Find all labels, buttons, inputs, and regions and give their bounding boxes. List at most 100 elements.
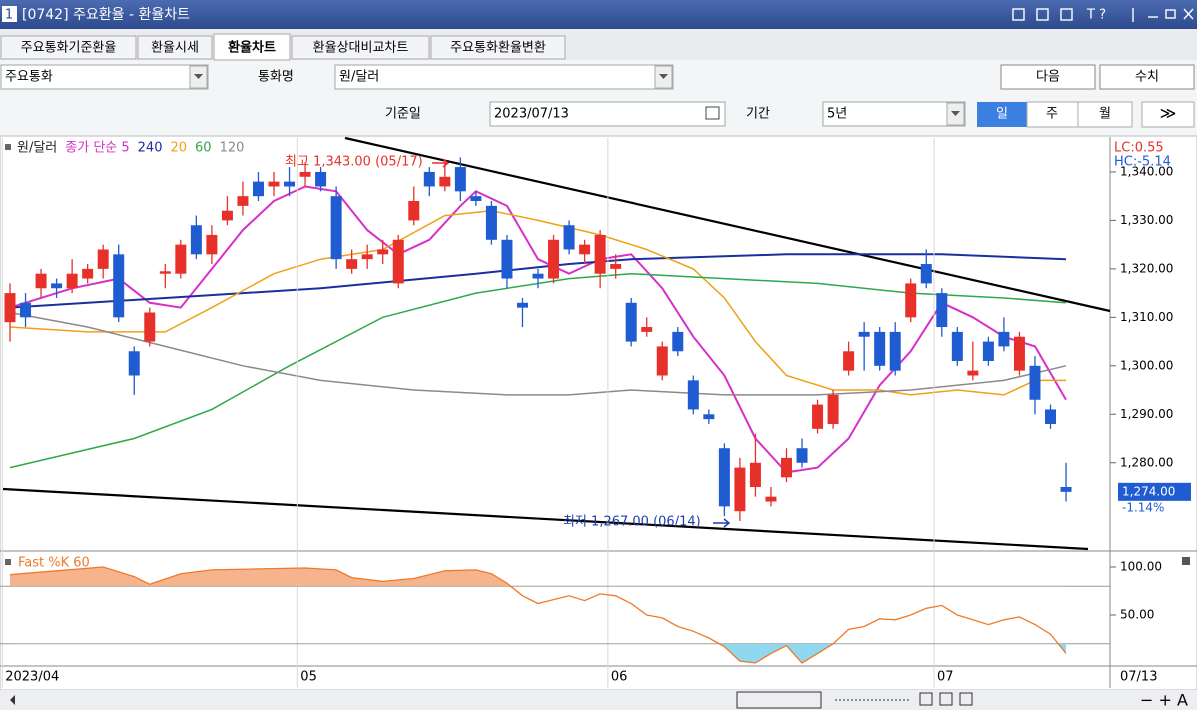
y-tick-label: 1,290.00 xyxy=(1120,407,1173,421)
candle-body xyxy=(563,225,575,250)
candle-body xyxy=(625,302,637,342)
candle-body xyxy=(718,448,730,507)
candle-body xyxy=(315,171,327,187)
price-plot xyxy=(4,157,1072,521)
candle-body xyxy=(796,448,808,463)
moving-average xyxy=(9,209,1066,396)
candle-body xyxy=(128,351,140,376)
period-select[interactable] xyxy=(822,101,966,127)
tab[interactable] xyxy=(213,33,291,61)
y-tick-label: 1,330.00 xyxy=(1120,213,1173,227)
moving-average xyxy=(9,253,1067,309)
tab-label: 주요통화환율변환 xyxy=(450,41,546,56)
y-tick-label: 1,340.00 xyxy=(1120,164,1173,178)
indicator-name: Fast %K 60 xyxy=(18,556,90,571)
numeric-button[interactable] xyxy=(1099,64,1195,90)
candle-body xyxy=(66,273,78,289)
candle-body xyxy=(159,271,171,274)
tab[interactable] xyxy=(430,35,566,60)
date-value: 2023/07/13 xyxy=(494,107,569,122)
candle-body xyxy=(175,244,187,274)
candle-body xyxy=(4,293,16,323)
candle-body xyxy=(361,254,373,260)
candle-body xyxy=(1045,409,1057,424)
tab[interactable] xyxy=(137,35,213,60)
month-button-label: 월 xyxy=(1099,107,1111,122)
period-value: 5년 xyxy=(827,107,847,122)
candle-body xyxy=(889,331,901,371)
group-select[interactable] xyxy=(0,64,209,90)
candle-body xyxy=(470,196,482,202)
candle-body xyxy=(905,283,917,318)
group-select-value: 주요통화 xyxy=(5,70,53,85)
trendline xyxy=(2,487,1089,551)
candle-body xyxy=(408,201,420,221)
scroll-left[interactable] xyxy=(10,695,15,705)
overbought-area xyxy=(10,567,1067,587)
period-label: 기간 xyxy=(746,107,770,122)
tab-label: 환율차트 xyxy=(228,40,276,56)
candle-body xyxy=(951,331,963,361)
candle-body xyxy=(858,331,870,337)
next-button[interactable] xyxy=(1000,64,1096,90)
candle-body xyxy=(299,171,311,177)
next-button-label: 다음 xyxy=(1036,70,1060,85)
y-tick-label: 100.00 xyxy=(1120,560,1162,574)
candle-body xyxy=(144,312,156,342)
candle-body xyxy=(82,268,94,279)
candle-body xyxy=(827,394,839,424)
candle-body xyxy=(734,467,746,512)
candle-body xyxy=(252,181,264,197)
date-input[interactable] xyxy=(489,101,726,127)
week-button[interactable] xyxy=(1026,101,1079,128)
candle-body xyxy=(439,176,451,187)
candle-body xyxy=(1029,365,1041,400)
day-button[interactable] xyxy=(977,102,1027,127)
indicator-line xyxy=(9,566,1067,664)
y-tick-label: 50.00 xyxy=(1120,608,1154,622)
chart-tools[interactable] xyxy=(736,691,973,709)
candle-body xyxy=(190,225,202,255)
candle-body xyxy=(548,239,560,279)
calendar-icon[interactable] xyxy=(705,106,720,120)
week-button-label: 주 xyxy=(1046,107,1058,122)
current-price: 1,274.00 xyxy=(1122,484,1175,498)
currency-label: 통화명 xyxy=(258,70,294,85)
window-buttons[interactable] xyxy=(1012,8,1194,22)
candle-body xyxy=(532,273,544,279)
oversold-area xyxy=(10,643,1067,663)
candle-body xyxy=(672,331,684,352)
candle-body xyxy=(656,346,668,376)
candle-body xyxy=(874,331,886,366)
month-button[interactable] xyxy=(1077,101,1133,128)
candle-body xyxy=(423,171,435,187)
candle-body xyxy=(221,210,233,221)
low-note: 최저 1,267.00 (06/14) xyxy=(563,515,701,530)
candle-body xyxy=(594,234,606,274)
currency-select[interactable] xyxy=(334,64,674,90)
candle-body xyxy=(920,264,932,284)
lc-label: LC:0.55 xyxy=(1114,141,1164,156)
candle-body xyxy=(206,234,218,255)
y-tick-label: 1,280.00 xyxy=(1120,455,1173,469)
window-icon xyxy=(2,6,17,22)
legend-marker xyxy=(5,559,11,565)
font-button[interactable]: T ? xyxy=(1086,8,1106,23)
candle-body xyxy=(268,181,280,187)
legend-entry: 240 xyxy=(138,141,163,156)
candle-body xyxy=(485,205,497,240)
tab[interactable] xyxy=(291,35,430,60)
x-tick-label: 2023/04 xyxy=(5,670,59,685)
more-button[interactable] xyxy=(1141,101,1195,128)
panel-close[interactable] xyxy=(1182,557,1190,565)
candle-body xyxy=(392,239,404,284)
zoom-tools[interactable]: − + A xyxy=(1140,691,1188,710)
candle-body xyxy=(237,196,249,206)
tab[interactable] xyxy=(0,35,137,60)
numeric-button-label: 수치 xyxy=(1135,70,1159,85)
candle-body xyxy=(1060,486,1072,492)
window-icon-label: 1 xyxy=(5,8,13,23)
day-button-label: 일 xyxy=(996,107,1008,122)
candle-body xyxy=(35,273,47,289)
candle-body xyxy=(982,341,994,361)
